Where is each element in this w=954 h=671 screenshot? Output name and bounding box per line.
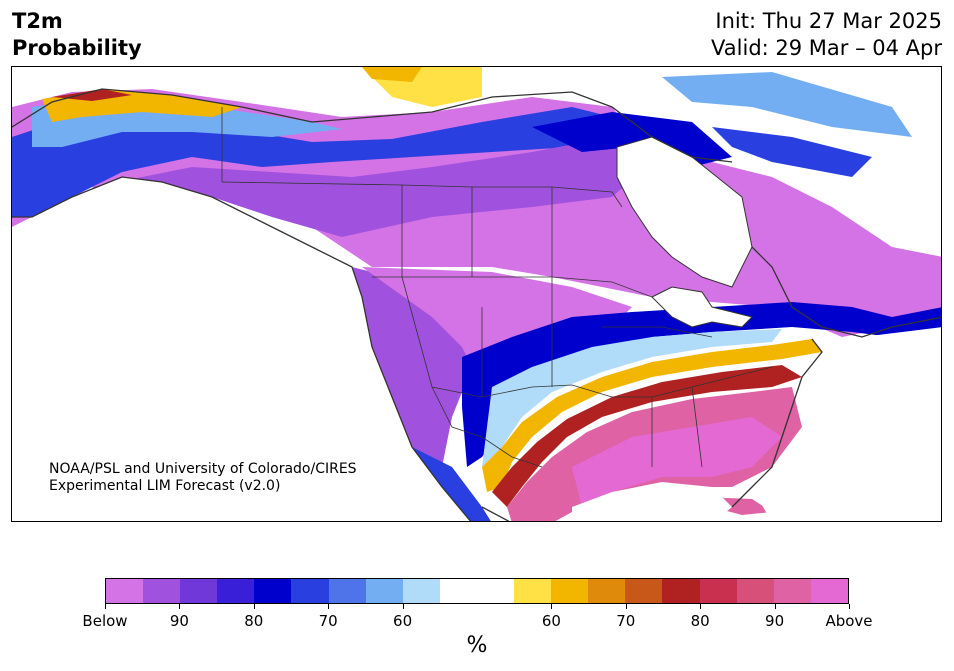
colorbar-swatch: [662, 579, 700, 603]
map-svg: [12, 67, 941, 521]
region-lightblue-band: [482, 329, 782, 467]
colorbar-tick: [328, 604, 330, 609]
colorbar-tick-label: 90: [169, 612, 189, 630]
colorbar-swatch: [254, 579, 292, 603]
colorbar-swatch: [588, 579, 626, 603]
colorbar-tick-label: 90: [765, 612, 785, 630]
colorbar-tick: [849, 604, 850, 609]
region-red-band: [492, 365, 802, 507]
region-violet-canada: [92, 137, 652, 237]
colorbar-swatch: [699, 579, 737, 603]
colorbar-swatch: [291, 579, 329, 603]
colorbar-swatch: [180, 579, 218, 603]
region-blue-northeast: [712, 127, 872, 177]
colorbar-tick-label: 60: [541, 612, 561, 630]
colorbar-tick-label: 70: [318, 612, 338, 630]
map-title: T2m Probability: [12, 8, 142, 62]
colorbar-tick: [700, 604, 702, 609]
colorbar-swatch: [625, 579, 663, 603]
coastlines: [12, 88, 941, 521]
colorbar-swatch: [365, 579, 403, 603]
colorbar-tick: [774, 604, 776, 609]
colorbar-tick-label: 80: [690, 612, 710, 630]
credit-line-1: NOAA/PSL and University of Colorado/CIRE…: [49, 461, 357, 477]
colorbar-tick: [179, 604, 181, 609]
colorbar-tick: [105, 604, 106, 609]
colorbar-tick-label: Above: [825, 612, 873, 630]
credit-text: NOAA/PSL and University of Colorado/CIRE…: [49, 461, 357, 495]
forecast-map: [11, 66, 942, 522]
great-lakes: [651, 286, 753, 328]
colorbar-swatch: [328, 579, 366, 603]
colorbar: [105, 578, 849, 604]
colorbar-tick-label: 60: [393, 612, 413, 630]
colorbar-swatch: [217, 579, 255, 603]
credit-line-2: Experimental LIM Forecast (v2.0): [49, 478, 281, 494]
title-variable: T2m: [12, 9, 63, 33]
colorbar-swatch: [106, 579, 144, 603]
forecast-dates: Init: Thu 27 Mar 2025 Valid: 29 Mar – 04…: [711, 8, 942, 62]
region-blue-band: [462, 302, 941, 467]
gulf-of-mexico: [572, 482, 732, 521]
region-blue-mexico: [412, 447, 491, 521]
region-purple-great-plains: [362, 267, 632, 387]
region-red-alaska: [52, 89, 132, 101]
colorbar-swatch: [773, 579, 811, 603]
political-borders: [221, 107, 773, 468]
colorbar-tick-label: Below: [82, 612, 128, 630]
region-lightblue-northeast: [662, 72, 912, 137]
pacific-coast-gap: [12, 177, 471, 521]
region-above-deep: [572, 417, 782, 507]
region-blue-alaska: [12, 107, 612, 217]
colorbar-tick: [625, 604, 627, 609]
region-yellow-band: [482, 339, 822, 492]
colorbar-swatch: [810, 579, 848, 603]
colorbar-swatch: [514, 579, 552, 603]
title-subtitle: Probability: [12, 36, 142, 60]
atlantic: [752, 327, 941, 521]
water-bodies: [12, 136, 941, 521]
colorbar-tick: [551, 604, 553, 609]
colorbar-unit: %: [466, 633, 488, 658]
colorbar-tick-label: 70: [616, 612, 636, 630]
colorbar-swatch: [439, 579, 477, 603]
init-date: Init: Thu 27 Mar 2025: [715, 9, 942, 33]
colorbar-swatch: [551, 579, 589, 603]
colorbar-tick-label: 80: [244, 612, 264, 630]
colorbar-swatch: [736, 579, 774, 603]
colorbar-swatch: [476, 579, 515, 603]
valid-date: Valid: 29 Mar – 04 Apr: [711, 36, 942, 60]
colorbar-swatch: [143, 579, 181, 603]
colorbar-tick: [402, 604, 404, 609]
colorbar-tick: [253, 604, 255, 609]
colorbar-swatch: [402, 579, 440, 603]
region-orange-arctic: [362, 67, 422, 82]
